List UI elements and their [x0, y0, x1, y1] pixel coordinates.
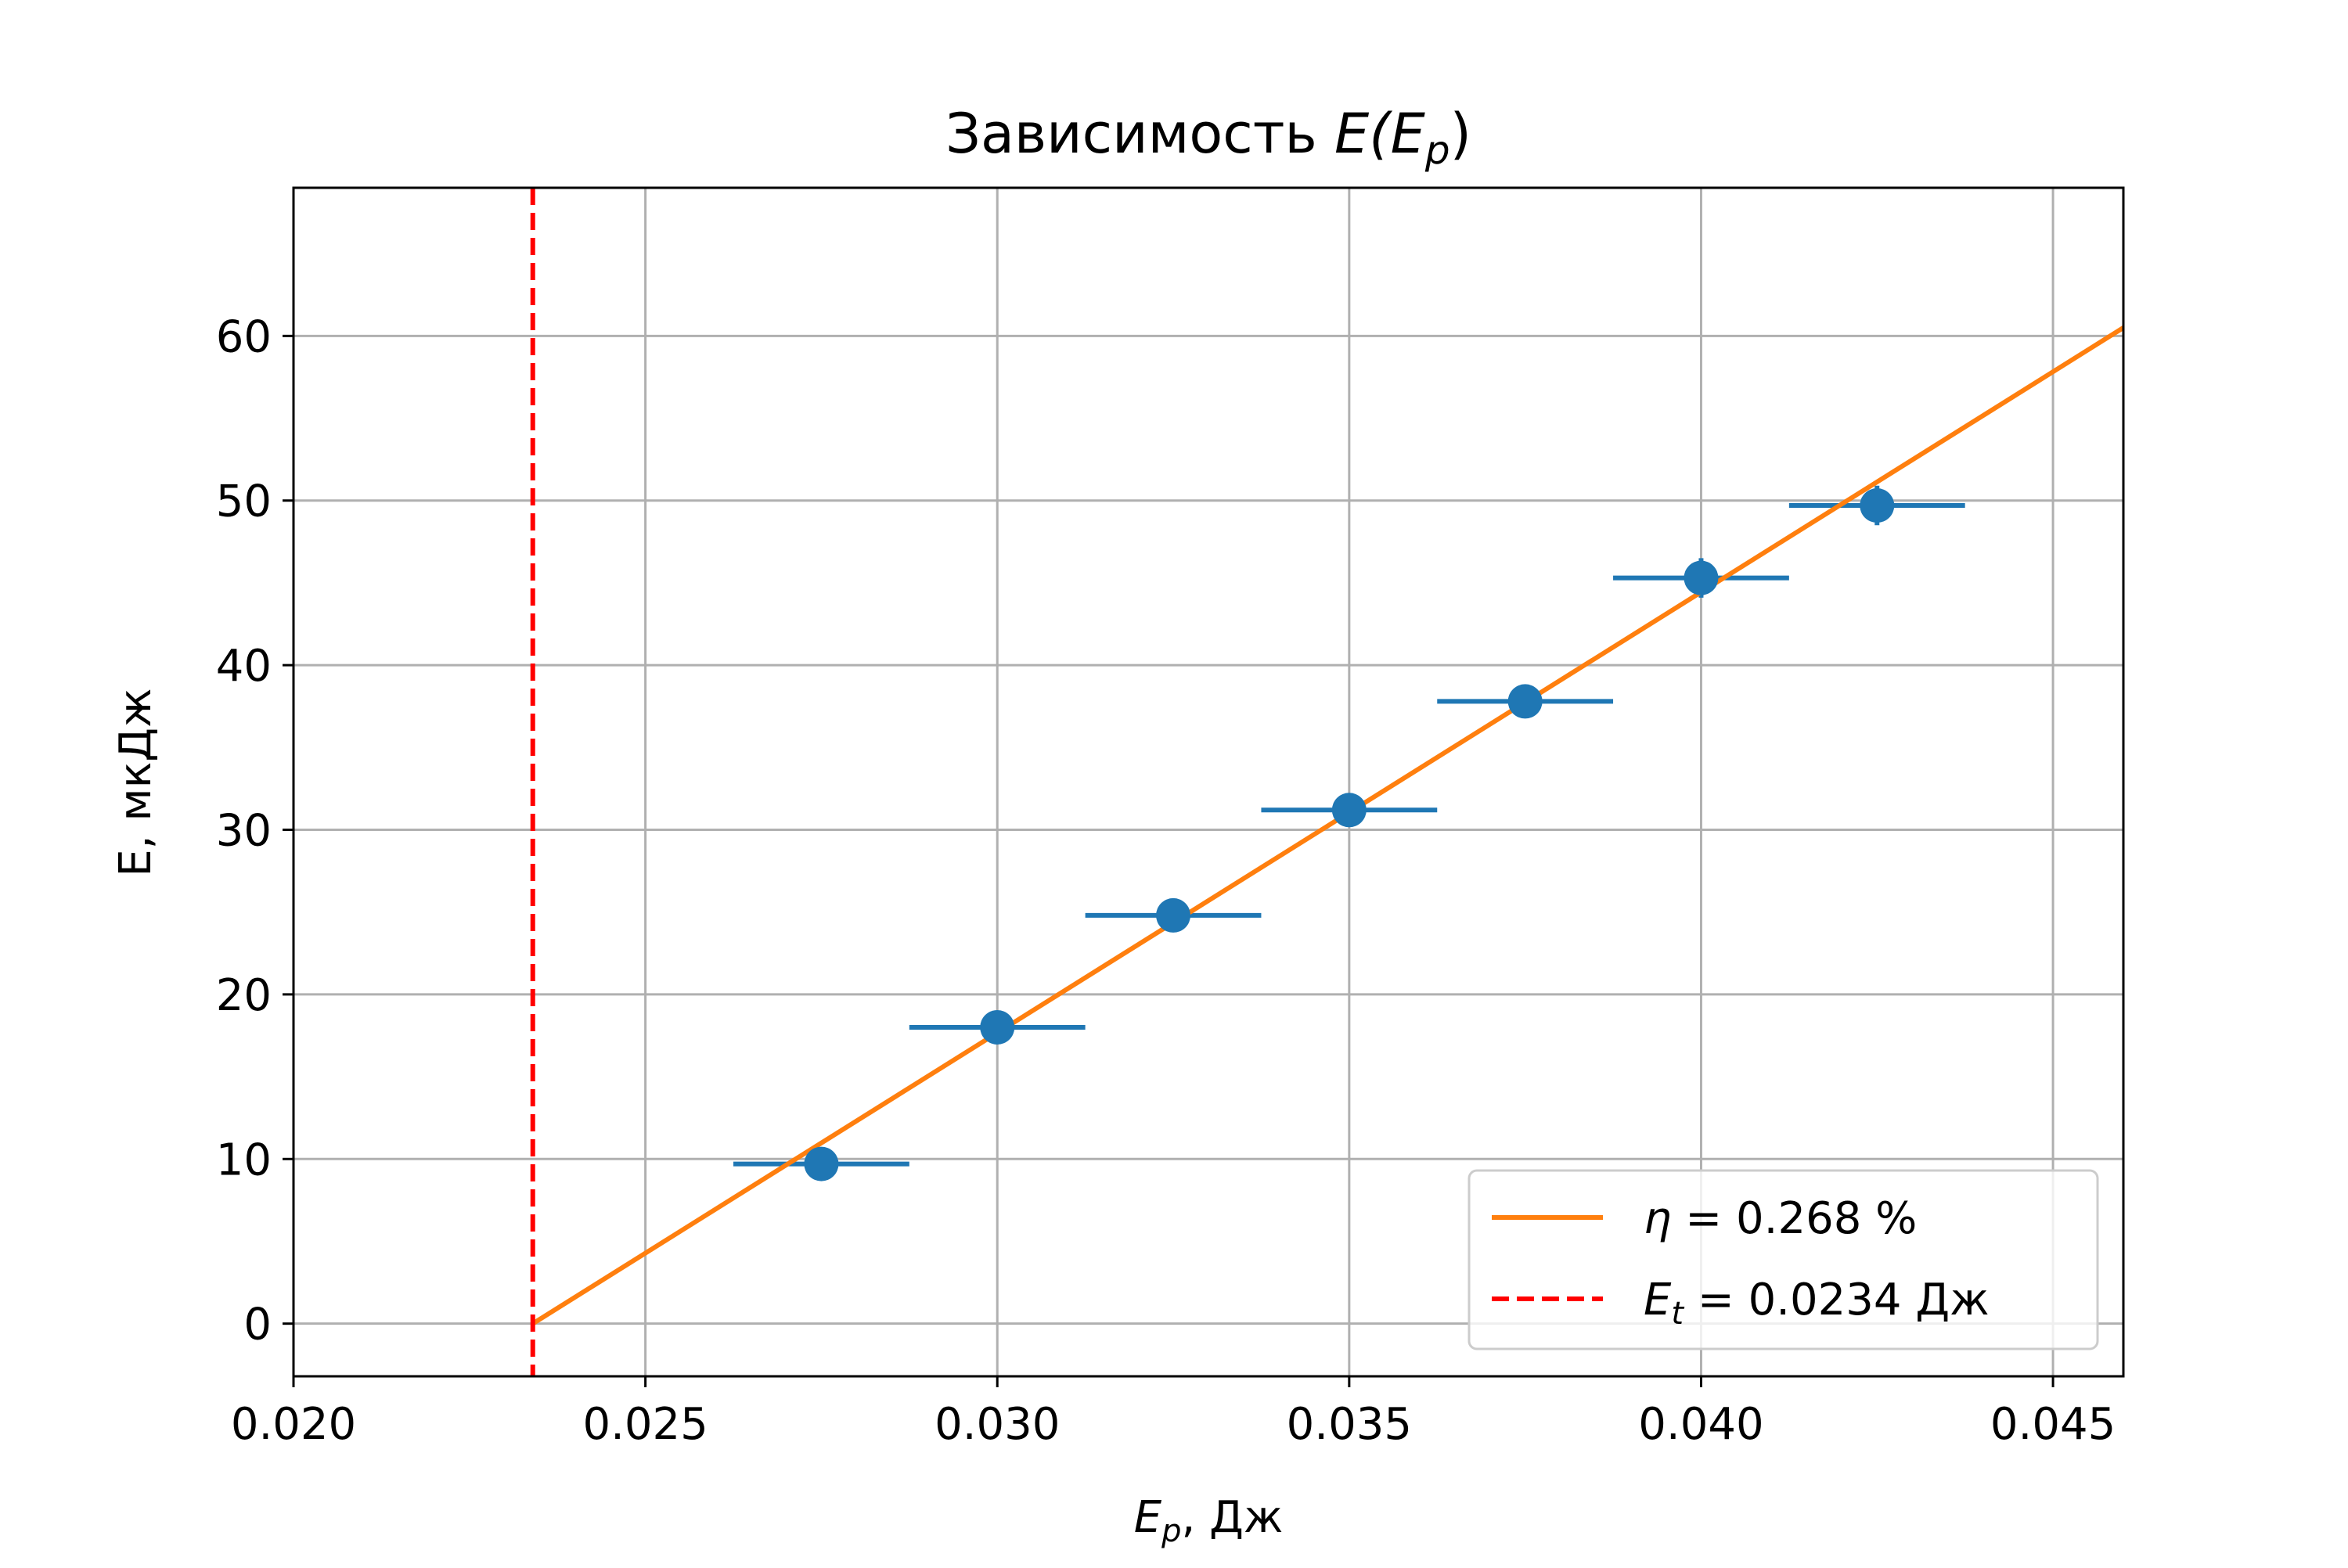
legend-fit-label-math: η: [1644, 1193, 1672, 1244]
data-point: [980, 1009, 1015, 1045]
y-tick-label: 30: [216, 806, 272, 857]
chart-title: Зависимость E(Ep): [945, 102, 1471, 173]
chart-title-math: E(E: [1334, 102, 1426, 166]
data-point: [804, 1146, 839, 1181]
y-tick-label: 10: [216, 1135, 272, 1185]
legend-threshold-label: Et = 0.0234 Дж: [1644, 1275, 1990, 1332]
legend-box: [1468, 1169, 2099, 1350]
y-tick-label: 0: [243, 1300, 272, 1350]
x-axis-label-rest: , Дж: [1181, 1492, 1283, 1543]
legend-threshold-label-math: E: [1644, 1275, 1672, 1325]
y-tick-label: 20: [216, 970, 272, 1021]
legend-fit-label-text: = 0.268 %: [1672, 1193, 1918, 1244]
x-axis-label-main: E: [1134, 1492, 1162, 1543]
chart-title-prefix: Зависимость: [945, 102, 1334, 166]
x-axis-label: Ep, Дж: [1134, 1492, 1284, 1549]
y-tick-label: 40: [216, 641, 272, 692]
data-point: [1860, 488, 1895, 523]
data-point: [1507, 684, 1543, 719]
x-tick-label: 0.040: [1638, 1399, 1763, 1450]
y-axis-label: E, мкДж: [110, 688, 161, 876]
legend-fit-label: η = 0.268 %: [1644, 1193, 1917, 1244]
chart-title-suffix: ): [1450, 102, 1471, 166]
x-tick-label: 0.025: [582, 1399, 708, 1450]
y-tick-label: 60: [216, 311, 272, 362]
data-point: [1684, 560, 1719, 595]
data-point: [1331, 793, 1367, 828]
data-point: [1156, 897, 1191, 933]
x-tick-label: 0.020: [231, 1399, 356, 1450]
x-tick-label: 0.045: [1990, 1399, 2116, 1450]
x-tick-label: 0.035: [1287, 1399, 1412, 1450]
y-tick-label: 50: [216, 477, 272, 527]
x-axis-label-subscript: p: [1161, 1513, 1181, 1549]
plot-frame: [292, 186, 2125, 1378]
fit-line: [531, 325, 2125, 1326]
chart-title-subscript: p: [1424, 128, 1450, 173]
series-layer: [530, 188, 2125, 1376]
legend-threshold-label-subscript: t: [1671, 1296, 1684, 1332]
ticks: 0.020 0.025 0.030 0.035 0.040 0.045 0 10 20 30 40 5…: [216, 311, 2116, 1450]
legend-threshold-label-text: = 0.0234 Дж: [1684, 1275, 1989, 1325]
x-tick-label: 0.030: [935, 1399, 1060, 1450]
legend: η = 0.268 % Et = 0.0234 Дж: [1468, 1169, 2099, 1350]
